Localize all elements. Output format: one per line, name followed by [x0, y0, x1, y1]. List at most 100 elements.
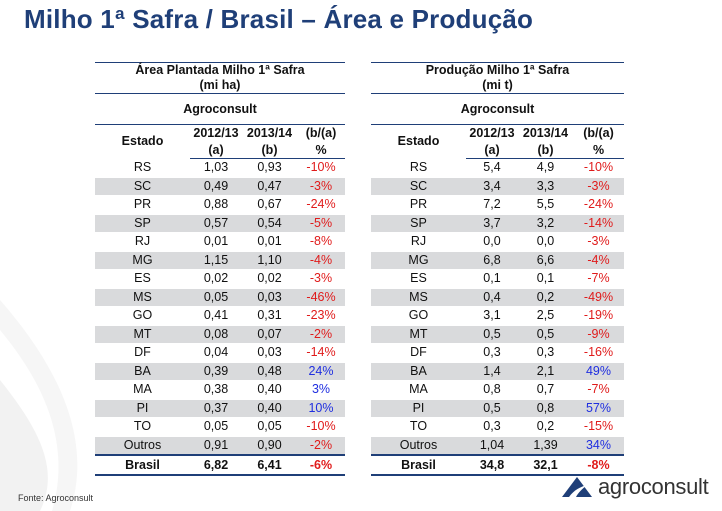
production-cell-2013: 3,3: [518, 176, 573, 196]
area-cell-estado: RJ: [95, 232, 190, 251]
area-cell-estado: DF: [95, 343, 190, 362]
area-row: ES 0,02 0,02 -3%: [95, 269, 345, 288]
production-cell-estado: MT: [371, 324, 466, 344]
production-cell-var: -3%: [573, 232, 624, 251]
area-cell-2013: 0,40: [242, 380, 297, 399]
area-row: MA 0,38 0,40 3%: [95, 380, 345, 399]
production-cell-estado: BA: [371, 361, 466, 381]
production-table: Produção Milho 1ª Safra (mi t) Agroconsu…: [371, 62, 624, 476]
area-cell-var: -24%: [297, 195, 345, 214]
agroconsult-logo: agroconsult: [560, 474, 709, 500]
area-cell-var: -46%: [297, 287, 345, 307]
area-cell-estado: RS: [95, 158, 190, 177]
area-cell-2012: 0,39: [190, 361, 242, 381]
production-row: MG 6,8 6,6 -4%: [371, 250, 624, 270]
production-col-estado: Estado: [397, 134, 440, 148]
area-cell-var: 10%: [297, 398, 345, 418]
production-cell-estado: MA: [371, 380, 466, 399]
production-row: RS 5,4 4,9 -10%: [371, 158, 624, 177]
area-table-title: Área Plantada Milho 1ª Safra: [95, 62, 345, 78]
area-total-2013: 6,41: [242, 454, 297, 476]
production-row: DF 0,3 0,3 -16%: [371, 343, 624, 362]
area-cell-estado: TO: [95, 417, 190, 436]
area-cell-2012: 0,38: [190, 380, 242, 399]
area-cell-2013: 0,47: [242, 176, 297, 196]
production-cell-2012: 3,1: [466, 306, 518, 325]
area-row: RJ 0,01 0,01 -8%: [95, 232, 345, 251]
area-row: BA 0,39 0,48 24%: [95, 361, 345, 381]
area-cell-var: -4%: [297, 250, 345, 270]
production-total-2012: 34,8: [466, 454, 518, 476]
production-cell-2013: 0,5: [518, 324, 573, 344]
production-cell-var: -24%: [573, 195, 624, 214]
area-cell-2012: 0,01: [190, 232, 242, 251]
area-cell-var: -2%: [297, 324, 345, 344]
area-cell-var: -3%: [297, 176, 345, 196]
production-row: ES 0,1 0,1 -7%: [371, 269, 624, 288]
production-cell-var: 57%: [573, 398, 624, 418]
area-row: Outros 0,91 0,90 -2%: [95, 435, 345, 455]
area-row: SP 0,57 0,54 -5%: [95, 213, 345, 233]
area-row: MT 0,08 0,07 -2%: [95, 324, 345, 344]
area-row: MS 0,05 0,03 -46%: [95, 287, 345, 307]
production-cell-estado: PR: [371, 195, 466, 214]
page-title: Milho 1ª Safra / Brasil – Área e Produçã…: [24, 4, 534, 34]
area-cell-2012: 0,37: [190, 398, 242, 418]
production-cell-2012: 0,4: [466, 287, 518, 307]
production-cell-2012: 0,8: [466, 380, 518, 399]
area-cell-2013: 0,90: [242, 435, 297, 455]
production-cell-estado: SC: [371, 176, 466, 196]
production-cell-2013: 0,7: [518, 380, 573, 399]
production-row: PI 0,5 0,8 57%: [371, 398, 624, 418]
area-col-var: (b/(a): [305, 126, 337, 140]
area-cell-var: -14%: [297, 343, 345, 362]
production-row: Outros 1,04 1,39 34%: [371, 435, 624, 455]
area-cell-2012: 0,08: [190, 324, 242, 344]
area-col-2013: 2013/14: [246, 126, 293, 140]
area-table-unit: (mi ha): [95, 78, 345, 94]
production-cell-estado: DF: [371, 343, 466, 362]
production-col-var-sub: %: [573, 142, 624, 159]
production-cell-var: -14%: [573, 213, 624, 233]
production-cell-2013: 6,6: [518, 250, 573, 270]
area-total-row: Brasil 6,82 6,41 -6%: [95, 454, 345, 476]
production-cell-2012: 5,4: [466, 158, 518, 177]
production-cell-2013: 0,3: [518, 343, 573, 362]
area-cell-var: -10%: [297, 158, 345, 177]
production-row: BA 1,4 2,1 49%: [371, 361, 624, 381]
area-total-estado: Brasil: [95, 454, 190, 476]
production-cell-estado: SP: [371, 213, 466, 233]
production-cell-var: -7%: [573, 380, 624, 399]
area-cell-estado: PI: [95, 398, 190, 418]
area-cell-estado: MS: [95, 287, 190, 307]
area-col-estado: Estado: [121, 134, 164, 148]
production-cell-2012: 1,4: [466, 361, 518, 381]
production-cell-2012: 7,2: [466, 195, 518, 214]
area-cell-2012: 0,05: [190, 287, 242, 307]
area-cell-2012: 0,91: [190, 435, 242, 455]
production-row: PR 7,2 5,5 -24%: [371, 195, 624, 214]
area-cell-estado: GO: [95, 306, 190, 325]
production-cell-var: -4%: [573, 250, 624, 270]
area-cell-var: -2%: [297, 435, 345, 455]
production-total-var: -8%: [573, 454, 624, 476]
production-cell-2013: 0,8: [518, 398, 573, 418]
production-cell-2012: 6,8: [466, 250, 518, 270]
area-cell-2012: 0,05: [190, 417, 242, 436]
area-row: SC 0,49 0,47 -3%: [95, 176, 345, 196]
production-total-2013: 32,1: [518, 454, 573, 476]
production-cell-var: -10%: [573, 158, 624, 177]
production-cell-var: -49%: [573, 287, 624, 307]
area-cell-estado: MG: [95, 250, 190, 270]
production-cell-estado: TO: [371, 417, 466, 436]
source-note: Fonte: Agroconsult: [18, 493, 94, 503]
production-cell-2013: 1,39: [518, 435, 573, 455]
production-cell-2012: 0,5: [466, 324, 518, 344]
area-col-2012: 2012/13: [193, 126, 239, 140]
area-cell-estado: BA: [95, 361, 190, 381]
production-row: GO 3,1 2,5 -19%: [371, 306, 624, 325]
production-cell-2012: 3,7: [466, 213, 518, 233]
production-col-2013: 2013/14: [522, 126, 569, 140]
area-cell-estado: MA: [95, 380, 190, 399]
production-cell-2012: 0,5: [466, 398, 518, 418]
